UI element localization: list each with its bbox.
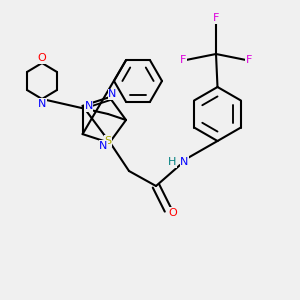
Text: O: O bbox=[168, 208, 177, 218]
Text: F: F bbox=[246, 55, 252, 65]
Text: O: O bbox=[38, 53, 46, 64]
Text: N: N bbox=[108, 89, 117, 99]
Text: N: N bbox=[38, 98, 46, 109]
Text: N: N bbox=[99, 141, 108, 151]
Text: S: S bbox=[104, 136, 112, 146]
Text: N: N bbox=[180, 157, 189, 167]
Text: F: F bbox=[180, 55, 186, 65]
Text: H: H bbox=[168, 157, 177, 167]
Text: F: F bbox=[213, 13, 219, 23]
Text: N: N bbox=[84, 101, 93, 111]
